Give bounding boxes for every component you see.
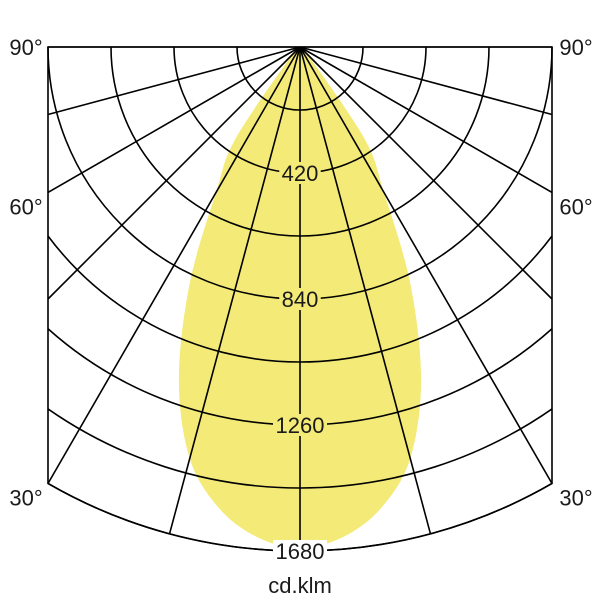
radial-tick-label: 840 bbox=[282, 287, 319, 312]
label-layer: 420 840 1260 1680 90° 90° 60° 60° 30° 30° bbox=[9, 35, 592, 564]
angle-grid-line bbox=[299, 46, 553, 116]
angle-grid-line bbox=[47, 46, 301, 484]
angle-label-end-side: 30° bbox=[559, 485, 592, 510]
angle-label-end-side: 90° bbox=[559, 35, 592, 60]
radial-tick-label-bg bbox=[279, 288, 321, 310]
radial-tick-label: 1260 bbox=[276, 413, 325, 438]
angle-grid-line bbox=[47, 46, 301, 194]
angle-grid-line bbox=[299, 46, 553, 194]
angle-grid-line bbox=[299, 46, 432, 535]
angle-grid-line bbox=[47, 46, 301, 300]
radial-tick-label-bg bbox=[273, 540, 327, 562]
angle-grid-line bbox=[299, 46, 553, 484]
angle-label-start-side: 30° bbox=[9, 485, 42, 510]
unit-label: cd.klm bbox=[268, 573, 332, 598]
radial-tick-label: 420 bbox=[282, 161, 319, 186]
angle-grid-line bbox=[47, 46, 301, 116]
radial-tick-label-bg bbox=[279, 162, 321, 184]
radial-tick-label-bg bbox=[273, 414, 327, 436]
angle-label-start-side: 60° bbox=[9, 194, 42, 219]
angle-grid-line bbox=[299, 46, 553, 300]
radial-tick-label: 1680 bbox=[276, 539, 325, 564]
angle-grid-line bbox=[168, 46, 301, 535]
angle-label-end-side: 60° bbox=[559, 194, 592, 219]
angle-label-start-side: 90° bbox=[9, 35, 42, 60]
